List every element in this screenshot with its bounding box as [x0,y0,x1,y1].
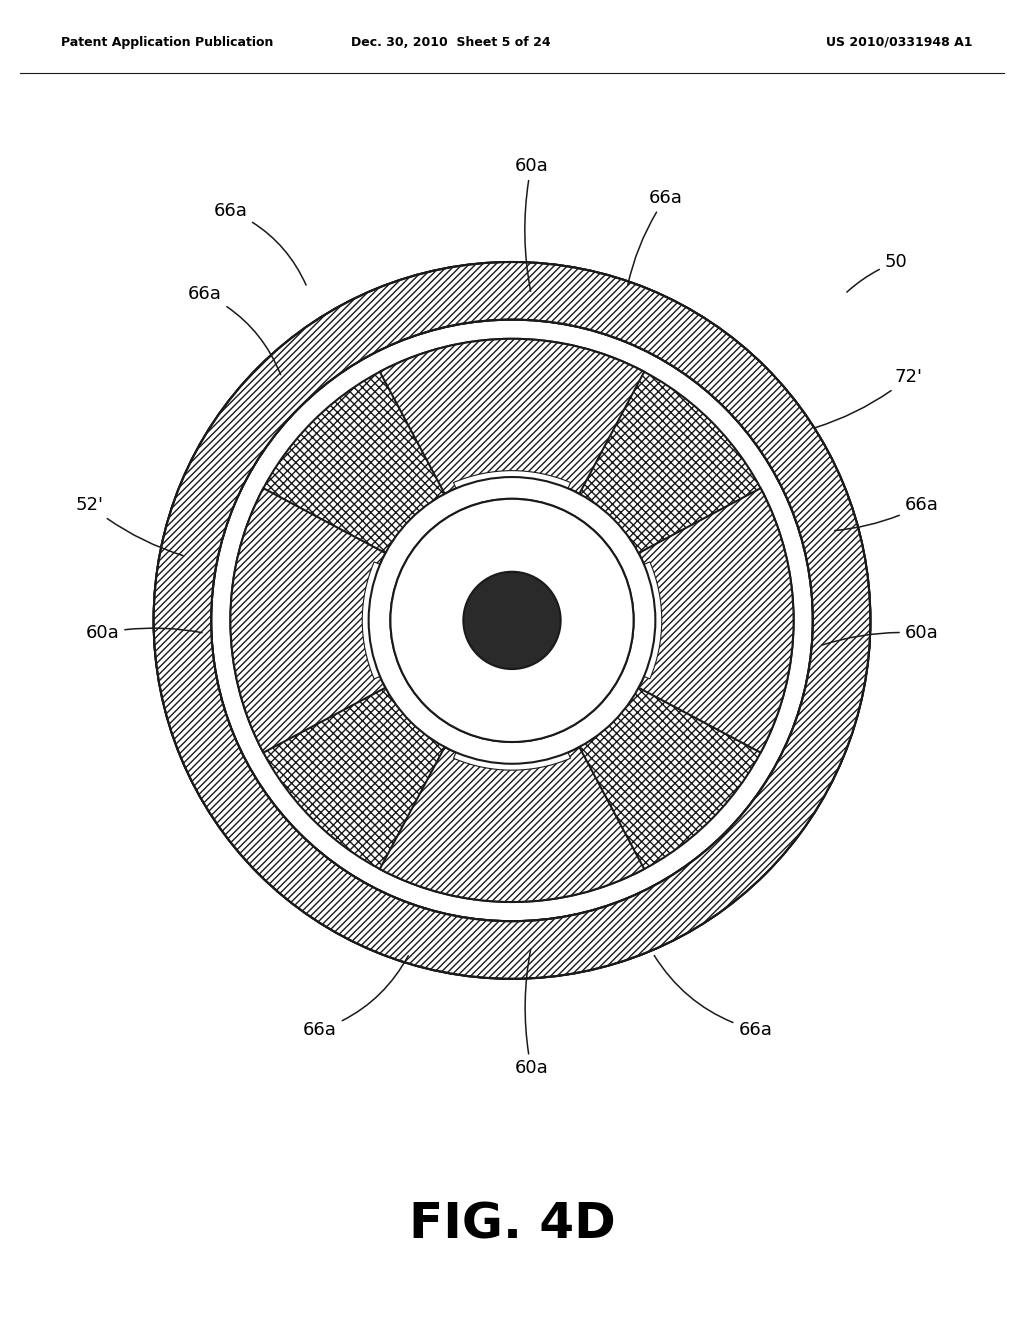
Text: 66a: 66a [654,956,772,1039]
Wedge shape [230,488,385,752]
Wedge shape [454,471,570,506]
Wedge shape [154,261,870,979]
Text: 50: 50 [847,253,907,292]
Text: 60a: 60a [86,624,202,643]
Circle shape [390,499,634,742]
Text: 66a: 66a [628,189,683,285]
Text: Patent Application Publication: Patent Application Publication [61,36,273,49]
Text: 52': 52' [76,496,183,556]
Wedge shape [380,747,644,902]
Wedge shape [369,477,655,764]
Wedge shape [154,261,870,979]
Text: 66a: 66a [213,202,306,285]
Text: 66a: 66a [303,956,409,1039]
Text: FIG. 4D: FIG. 4D [409,1201,615,1249]
Wedge shape [454,735,570,770]
Text: 60a: 60a [514,157,548,292]
Text: 72': 72' [815,368,923,428]
Wedge shape [362,562,397,678]
Text: 66a: 66a [835,496,939,531]
Circle shape [230,339,794,902]
Circle shape [463,572,561,669]
Wedge shape [627,562,662,678]
Wedge shape [380,339,644,494]
Text: Dec. 30, 2010  Sheet 5 of 24: Dec. 30, 2010 Sheet 5 of 24 [351,36,550,49]
Text: 66a: 66a [187,285,281,375]
Text: 60a: 60a [822,624,938,645]
Text: US 2010/0331948 A1: US 2010/0331948 A1 [826,36,973,49]
Wedge shape [639,488,794,752]
Text: 60a: 60a [514,949,548,1077]
